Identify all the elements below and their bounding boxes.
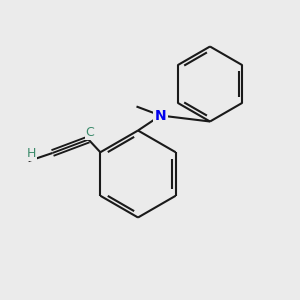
Text: H: H [27,147,36,160]
Text: N: N [155,109,166,122]
Text: C: C [85,126,94,140]
